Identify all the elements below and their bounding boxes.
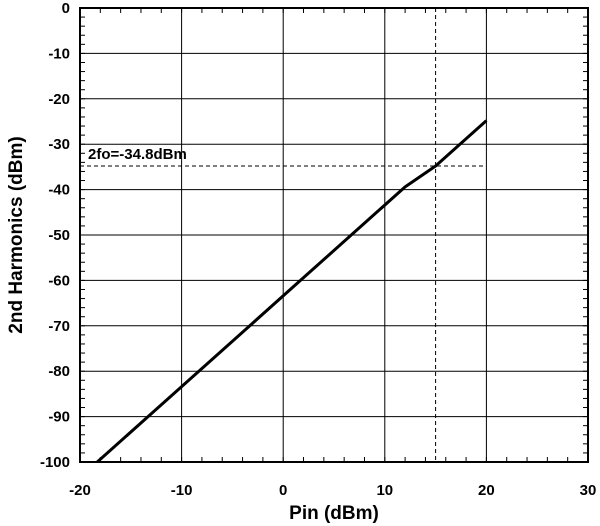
- annotation-label: 2fo=-34.8dBm: [88, 146, 187, 163]
- x-tick-label: -20: [69, 482, 91, 499]
- plot-frame: [79, 7, 589, 463]
- y-tick-label: -70: [48, 318, 70, 335]
- reference-lines: [80, 8, 487, 462]
- series-line: [96, 119, 488, 464]
- y-tick-label: 0: [62, 0, 70, 17]
- y-tick-label: -50: [48, 227, 70, 244]
- x-tick-label: 30: [580, 482, 597, 499]
- y-tick-label: -100: [40, 454, 70, 471]
- y-tick-label: -90: [48, 409, 70, 426]
- y-tick-label: -10: [48, 45, 70, 62]
- y-tick-labels: 0 -10 -20 -30 -40 -50 -60 -70 -80 -90 -100: [40, 0, 70, 471]
- x-tick-label: 0: [279, 482, 287, 499]
- y-axis-title: 2nd Harmonics (dBm): [6, 136, 27, 333]
- y-tick-label: -40: [48, 182, 70, 199]
- y-tick-label: -80: [48, 363, 70, 380]
- series-group: [96, 119, 488, 464]
- y-tick-label: -60: [48, 272, 70, 289]
- x-tick-label: 10: [376, 482, 393, 499]
- x-tick-label: 20: [478, 482, 495, 499]
- x-tick-labels: -20 -10 0 10 20 30: [69, 482, 596, 499]
- y-tick-label: -30: [48, 136, 70, 153]
- x-axis-title: Pin (dBm): [289, 503, 379, 524]
- x-tick-label: -10: [171, 482, 193, 499]
- y-tick-label: -20: [48, 91, 70, 108]
- grid-lines: [79, 7, 589, 463]
